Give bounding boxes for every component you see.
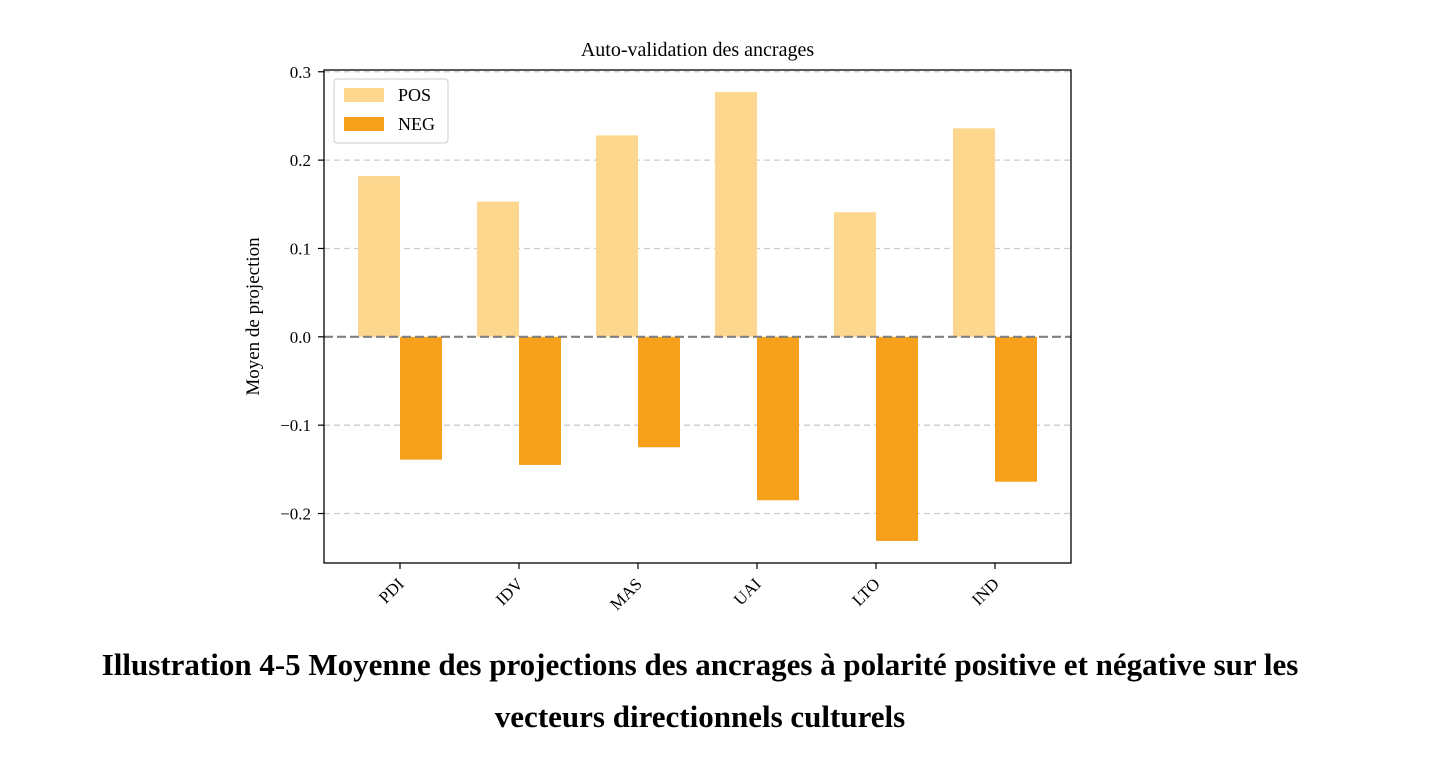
x-tick-label: MAS	[606, 574, 645, 613]
legend-swatch-neg	[344, 117, 384, 131]
figure-caption-line-2: vecteurs directionnels culturels	[494, 699, 906, 734]
bar-chart: 0.30.20.10.0−0.1−0.2 PDI IDV MAS UAI LTO IND …	[243, 39, 1072, 614]
bar-pos-idv	[477, 201, 519, 337]
bar-pos-pdi	[358, 176, 400, 337]
plot-frame	[323, 69, 1072, 564]
y-axis-label: Moyen de projection	[243, 237, 264, 396]
bar-neg-pdi	[400, 336, 442, 460]
bar-pos-ind	[953, 128, 995, 337]
y-tick-label: 0.1	[290, 239, 311, 258]
x-tick-label: IDV	[492, 574, 527, 609]
bar-pos-lto	[834, 212, 876, 337]
bars	[358, 92, 1037, 541]
x-axis-ticks: PDI IDV MAS UAI LTO IND	[375, 563, 1003, 614]
legend: POS NEG	[333, 78, 449, 144]
y-tick-label: 0.0	[290, 328, 311, 347]
y-tick-label: −0.2	[280, 505, 311, 524]
x-tick-label: LTO	[848, 574, 883, 609]
legend-label-neg: NEG	[398, 114, 435, 134]
bar-neg-uai	[757, 336, 799, 501]
y-tick-label: 0.2	[290, 151, 311, 170]
gridlines	[324, 71, 1071, 515]
x-tick-label: PDI	[375, 574, 408, 607]
x-tick-label: UAI	[730, 574, 765, 609]
bar-pos-mas	[596, 135, 638, 337]
y-tick-label: −0.1	[280, 416, 311, 435]
figure-caption-line-1: Illustration 4-5 Moyenne des projections…	[101, 647, 1299, 682]
bar-neg-idv	[519, 336, 561, 465]
bar-neg-ind	[995, 336, 1037, 482]
x-tick-label: IND	[968, 574, 1003, 609]
bar-pos-uai	[715, 92, 757, 337]
chart-title: Auto-validation des ancrages	[581, 39, 814, 61]
bar-neg-mas	[638, 336, 680, 448]
bar-neg-lto	[876, 336, 918, 541]
y-axis-ticks: 0.3 0.2 0.1 0.0 −0.1 −0.2	[280, 63, 324, 524]
legend-label-pos: POS	[398, 85, 431, 105]
legend-swatch-pos	[344, 88, 384, 102]
y-tick-label: 0.3	[290, 63, 311, 82]
